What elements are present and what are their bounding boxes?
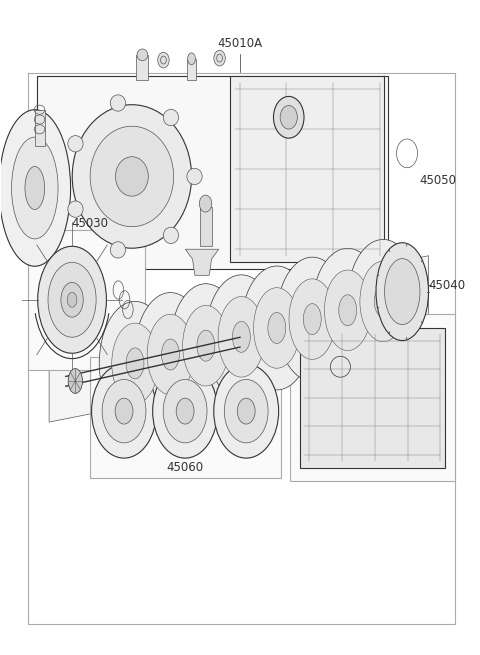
Ellipse shape	[374, 286, 392, 317]
Ellipse shape	[163, 379, 207, 443]
Ellipse shape	[147, 314, 194, 395]
Ellipse shape	[0, 110, 71, 266]
Text: 45060: 45060	[167, 461, 204, 474]
Circle shape	[158, 52, 169, 68]
Ellipse shape	[112, 323, 158, 403]
Ellipse shape	[253, 288, 300, 368]
Bar	[200, 207, 212, 246]
Ellipse shape	[183, 305, 229, 386]
Ellipse shape	[384, 259, 420, 325]
Ellipse shape	[110, 95, 126, 111]
Bar	[136, 55, 148, 80]
Ellipse shape	[135, 293, 206, 417]
Ellipse shape	[163, 227, 179, 244]
Ellipse shape	[102, 379, 146, 443]
Ellipse shape	[163, 109, 179, 126]
Bar	[90, 357, 281, 477]
Text: 45010A: 45010A	[217, 37, 263, 50]
Ellipse shape	[188, 53, 195, 65]
Bar	[37, 77, 388, 269]
Ellipse shape	[12, 137, 58, 239]
Ellipse shape	[289, 279, 336, 360]
Bar	[35, 110, 45, 145]
Ellipse shape	[170, 284, 242, 407]
Ellipse shape	[115, 398, 133, 424]
Ellipse shape	[224, 379, 268, 443]
Ellipse shape	[232, 322, 250, 352]
Ellipse shape	[92, 364, 156, 458]
Ellipse shape	[68, 369, 83, 394]
Ellipse shape	[137, 49, 148, 61]
Ellipse shape	[376, 243, 429, 341]
Ellipse shape	[268, 312, 286, 343]
Circle shape	[214, 50, 225, 66]
Bar	[290, 314, 455, 481]
Text: 45040: 45040	[429, 278, 466, 291]
Ellipse shape	[38, 246, 107, 353]
Polygon shape	[49, 255, 429, 422]
Polygon shape	[185, 250, 219, 275]
Bar	[300, 328, 445, 468]
Circle shape	[274, 96, 304, 138]
Ellipse shape	[48, 263, 96, 337]
Ellipse shape	[72, 105, 192, 248]
Bar	[28, 230, 144, 370]
Ellipse shape	[214, 364, 279, 458]
Ellipse shape	[339, 295, 357, 326]
Ellipse shape	[67, 292, 77, 307]
Ellipse shape	[205, 275, 277, 399]
Ellipse shape	[187, 168, 202, 185]
Ellipse shape	[197, 330, 215, 361]
Ellipse shape	[90, 126, 174, 227]
Ellipse shape	[276, 257, 348, 381]
Bar	[28, 73, 455, 624]
Bar	[230, 77, 384, 262]
Ellipse shape	[241, 266, 312, 390]
Ellipse shape	[153, 364, 217, 458]
Ellipse shape	[68, 136, 83, 152]
Ellipse shape	[68, 201, 83, 217]
Text: 45030: 45030	[71, 217, 108, 230]
Ellipse shape	[126, 348, 144, 379]
Ellipse shape	[176, 398, 194, 424]
Ellipse shape	[348, 240, 419, 364]
Ellipse shape	[99, 301, 171, 425]
Ellipse shape	[110, 242, 126, 258]
Ellipse shape	[303, 304, 321, 335]
Ellipse shape	[360, 261, 407, 342]
Ellipse shape	[324, 270, 371, 350]
Ellipse shape	[237, 398, 255, 424]
Ellipse shape	[161, 339, 180, 370]
Ellipse shape	[312, 248, 384, 372]
Text: 45050: 45050	[419, 174, 456, 187]
Bar	[187, 59, 196, 80]
Ellipse shape	[116, 157, 148, 196]
Circle shape	[280, 105, 297, 129]
Ellipse shape	[61, 282, 83, 317]
Circle shape	[199, 195, 212, 212]
Ellipse shape	[218, 297, 264, 377]
Ellipse shape	[25, 166, 45, 210]
